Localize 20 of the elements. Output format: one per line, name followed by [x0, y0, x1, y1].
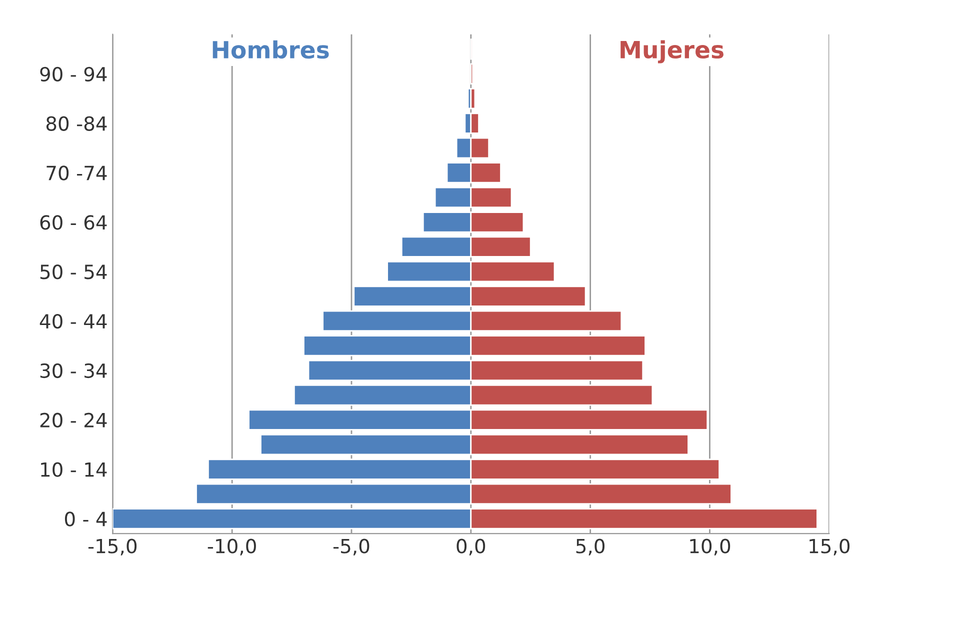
bar	[470, 88, 476, 110]
x-tick-label: 10,0	[690, 538, 730, 556]
y-tick-label: 40 - 44	[40, 314, 107, 329]
x-tick-label: -5,0	[333, 538, 370, 556]
x-tick-label: 15,0	[810, 538, 850, 556]
y-tick-label: 80 -84	[46, 116, 107, 131]
x-tick-label: 5,0	[576, 538, 604, 556]
x-tick-label: -10,0	[208, 538, 256, 556]
y-tick-label: 70 -74	[46, 166, 107, 180]
y-tick-label: 90 - 94	[40, 66, 107, 82]
y-tick-label: 60 - 64	[40, 215, 107, 230]
text: Mujeres	[620, 40, 724, 64]
y-tick-label: 50 - 54	[40, 264, 107, 280]
y-tick-label: 30 - 34	[40, 363, 107, 378]
x-tick-label: 0,0	[456, 538, 486, 556]
text: Hombres	[212, 40, 329, 59]
y-tick-label: 10 - 14	[41, 462, 107, 477]
x-tick-label: -15,0	[88, 538, 137, 556]
y-tick-label: 20 - 24	[40, 412, 107, 428]
y-tick-label: 0 - 4	[64, 512, 107, 526]
